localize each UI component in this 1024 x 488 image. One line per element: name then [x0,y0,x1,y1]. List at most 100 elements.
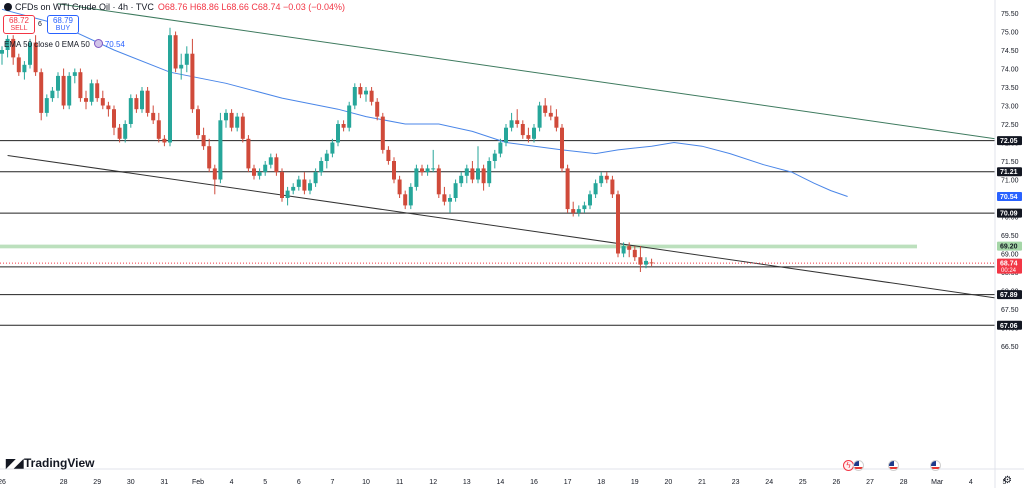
candle [565,164,570,213]
price-tick-label: 70.00 [1001,215,1019,222]
chart-settings-gear-icon[interactable]: ⚙ [1003,475,1012,486]
time-tick-label: 26 [0,479,6,486]
candle-body [330,142,335,154]
indicator-legend[interactable]: EMA 50 close 0 EMA 50 70.54 [4,39,125,49]
candle [78,68,83,102]
time-tick-label: 20 [665,479,673,486]
candle [67,72,72,110]
candle [599,172,604,187]
candle-body [397,179,402,195]
candle-body [162,138,167,143]
candle-body [179,64,184,69]
candle-body [476,168,480,180]
indicator-visibility-icon[interactable] [93,39,103,48]
candle-body [89,83,94,102]
candle [498,138,503,158]
candle [420,164,424,176]
candle [644,257,648,269]
candle-body [358,87,363,95]
buy-button[interactable]: 68.79 BUY [47,15,79,34]
candle-body [212,168,217,180]
candle [414,164,419,191]
ema-price-tag [997,192,1022,202]
candle-body [470,168,475,180]
candle [50,87,55,102]
candle [285,186,290,206]
candle [296,175,301,191]
candle [436,164,441,198]
candle [106,101,111,117]
candle-body [173,35,178,69]
time-tick-label: Feb [192,479,204,486]
candle-body [638,257,643,265]
time-tick-label: 26 [833,479,841,486]
candle-body [235,116,240,128]
time-tick-label: 11 [396,479,403,486]
candle [442,186,447,206]
candle-body [257,172,262,176]
candle [190,38,195,113]
candle-body [588,194,592,206]
candle [201,127,206,150]
candle-body [106,105,111,110]
tradingview-logo[interactable]: ◤◢ TradingView [6,456,94,470]
us-flag-event-icon[interactable] [853,460,864,471]
candle [504,124,508,147]
candle [173,31,178,73]
candle-body [184,53,189,65]
candle [459,172,464,187]
candle-body [604,175,609,180]
time-tick-label: 25 [799,479,807,486]
indicator-label: EMA 50 close 0 EMA 50 [4,40,90,49]
candle-body [207,146,212,169]
level-price-tag [997,320,1022,330]
candle-body [431,168,436,170]
time-tick-label: 19 [631,479,639,486]
time-tick-label: 27 [866,479,874,486]
candle [526,127,531,143]
level-price-tag [997,290,1022,300]
candle [425,164,430,176]
candle-body [352,87,357,106]
candle [212,164,217,195]
candle [280,168,284,202]
symbol-header: CFDs on WTI Crude Oil · 4h · TVC O68.76 H… [4,2,345,12]
us-flag-event-icon[interactable] [930,460,941,471]
candle-body [263,164,268,173]
ema-price-tag-label: 70.54 [1000,194,1018,201]
candle [145,87,150,117]
price-tick-label: 74.50 [1001,48,1019,55]
candle-body [347,105,352,128]
candle [151,105,156,124]
candle-body [313,172,318,184]
sell-button[interactable]: 68.72 SELL [3,15,35,34]
level-price-tag-label: 72.05 [1000,138,1018,145]
candle [380,112,385,154]
candle [336,120,340,147]
sell-price: 68.72 [8,16,30,25]
indicator-value: 70.54 [104,40,125,49]
plot-area [0,3,995,326]
candle-body [520,124,525,136]
candle-body [526,135,531,139]
time-tick-label: 5 [263,479,267,486]
us-flag-event-icon[interactable] [888,460,899,471]
candle-body [50,90,55,99]
candle [487,157,492,187]
level-price-tag-label: 67.89 [1000,292,1018,299]
candle [246,135,251,173]
candle-body [481,168,486,184]
candle [257,168,262,180]
candle [162,135,167,147]
symbol-icon [4,3,12,11]
candle [448,194,452,213]
candle [319,157,324,176]
symbol-title: CFDs on WTI Crude Oil · 4h · TVC [15,2,154,12]
candle-body [509,120,514,128]
candle-body [33,42,38,73]
price-tick-label: 67.50 [1001,307,1019,314]
candle [649,258,654,267]
price-tick-label: 69.50 [1001,233,1019,240]
candle [364,87,368,102]
